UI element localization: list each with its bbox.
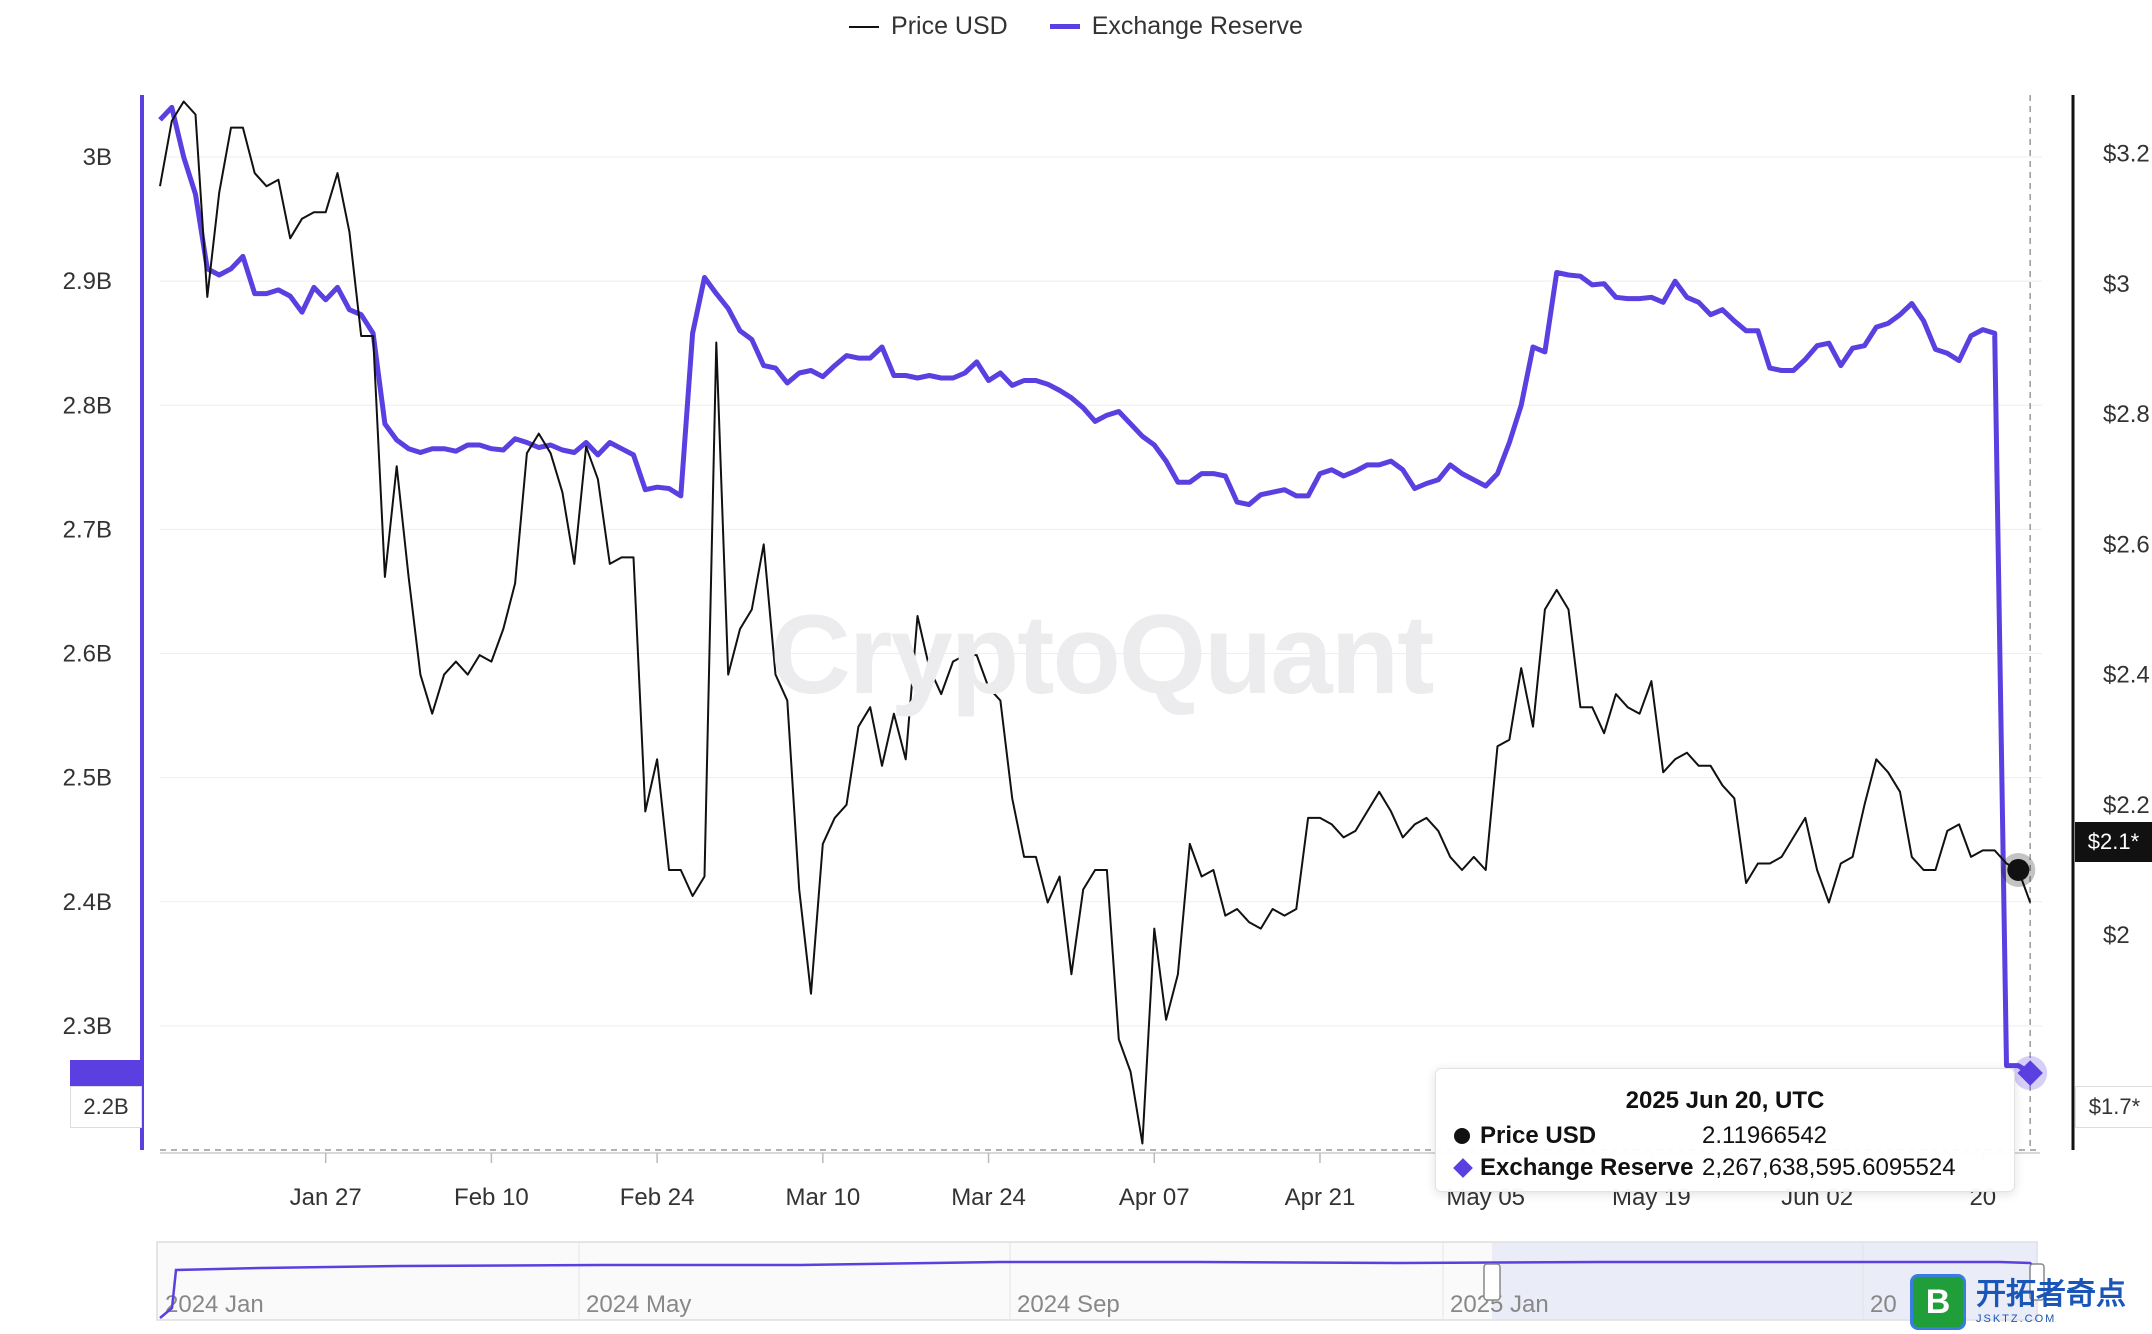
right-tick-label: $2.4 <box>2103 662 2150 689</box>
x-tick-label: Feb 24 <box>620 1184 695 1211</box>
navigator-series-line <box>159 1260 2037 1319</box>
navigator-label: 2024 May <box>586 1291 691 1318</box>
price-dot-icon <box>1454 1128 1470 1144</box>
right-low-badge: $1.7* <box>2075 1086 2152 1128</box>
left-tick-label: 2.3B <box>63 1013 112 1040</box>
tooltip-row-price: Price USD 2.11966542 <box>1454 1122 1827 1150</box>
tooltip-row-reserve: Exchange Reserve 2,267,638,595.6095524 <box>1453 1154 1956 1182</box>
reserve-axis-marker <box>70 1060 142 1086</box>
legend-price[interactable]: Price USD <box>849 12 1008 41</box>
legend: Price USD Exchange Reserve <box>0 12 2152 41</box>
x-tick-label: Mar 10 <box>785 1184 860 1211</box>
left-tick-label: 2.8B <box>63 392 112 419</box>
legend-reserve[interactable]: Exchange Reserve <box>1049 12 1303 41</box>
right-tick-label: $2 <box>2103 922 2130 949</box>
navigator-left-handle[interactable] <box>1483 1263 1501 1301</box>
tooltip-date: 2025 Jun 20, UTC <box>1625 1087 1825 1114</box>
right-tick-label: $2.6 <box>2103 531 2150 558</box>
right-tick-label: $3.2 <box>2103 141 2150 168</box>
tooltip-price-value: 2.11966542 <box>1702 1122 1828 1149</box>
right-low-badge-label: $1.7* <box>2088 1094 2141 1119</box>
tooltip: 2025 Jun 20, UTC Price USD 2.11966542 Ex… <box>1435 1068 2015 1192</box>
left-tick-label: 3B <box>83 144 112 171</box>
price-badge: $2.1* <box>2075 822 2152 862</box>
brand-cn: 开拓者奇点 <box>1976 1277 2126 1311</box>
tooltip-reserve-value: 2,267,638,595.6095524 <box>1702 1154 1956 1181</box>
x-tick-label: Mar 24 <box>951 1184 1026 1211</box>
x-tick-label: Apr 21 <box>1285 1184 1356 1211</box>
left-tick-label: 2.9B <box>63 268 112 295</box>
left-tick-label: 2.4B <box>63 889 112 916</box>
left-tick-label: 2.7B <box>63 516 112 543</box>
legend-price-label: Price USD <box>891 12 1008 40</box>
price-badge-label: $2.1* <box>2087 829 2140 854</box>
navigator-label: 2024 Sep <box>1017 1291 1120 1318</box>
left-tick-label: 2.6B <box>63 641 112 668</box>
tooltip-price-label: Price USD <box>1480 1122 1597 1149</box>
brand-logo: B <box>1910 1274 1966 1330</box>
x-tick-label: Feb 10 <box>454 1184 529 1211</box>
right-tick-label: $2.2 <box>2103 792 2150 819</box>
tooltip-reserve-label: Exchange Reserve <box>1480 1154 1694 1181</box>
navigator-label: 20 <box>1870 1291 1897 1318</box>
watermark: CryptoQuant <box>770 592 1434 717</box>
legend-price-swatch <box>849 25 880 28</box>
right-tick-label: $2.8 <box>2103 401 2150 428</box>
brand-watermark: B 开拓者奇点 JSKTZ.COM <box>1910 1270 2152 1334</box>
x-tick-label: Jan 27 <box>290 1184 362 1211</box>
navigator-right-handle[interactable] <box>2029 1263 2045 1301</box>
reserve-diamond-icon <box>1453 1158 1473 1178</box>
legend-reserve-swatch <box>1049 24 1080 29</box>
navigator-label: 2024 Jan <box>165 1291 264 1318</box>
legend-reserve-label: Exchange Reserve <box>1091 12 1303 40</box>
brand-en: JSKTZ.COM <box>1976 1312 2057 1325</box>
reserve-badge: 2.2B <box>70 1086 142 1128</box>
reserve-badge-label: 2.2B <box>83 1094 129 1119</box>
price-hover-marker <box>2007 858 2030 881</box>
series-line-price-usd[interactable] <box>159 100 2032 1145</box>
right-tick-label: $3 <box>2103 271 2130 298</box>
series-line-exchange-reserve[interactable] <box>158 104 2032 1076</box>
left-tick-label: 2.5B <box>63 765 112 792</box>
x-tick-label: Apr 07 <box>1119 1184 1190 1211</box>
